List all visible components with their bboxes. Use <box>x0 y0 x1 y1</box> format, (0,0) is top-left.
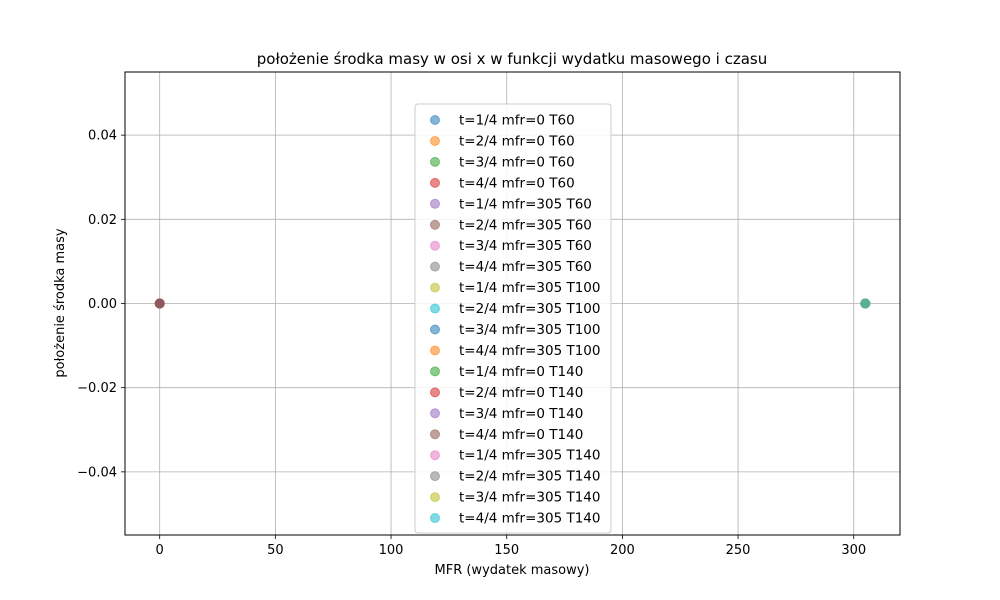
legend-marker <box>431 199 440 208</box>
legend-marker <box>431 304 440 313</box>
legend-marker <box>431 367 440 376</box>
legend-entry: t=3/4 mfr=305 T100 <box>459 322 600 338</box>
legend-entry: t=3/4 mfr=305 T60 <box>459 238 592 254</box>
legend-entry: t=1/4 mfr=0 T60 <box>459 113 575 129</box>
y-tick-label: 0.04 <box>88 129 117 144</box>
legend-entry: t=2/4 mfr=0 T60 <box>459 133 575 149</box>
legend-entry: t=3/4 mfr=0 T140 <box>459 406 583 422</box>
legend-marker <box>431 430 440 439</box>
legend-marker <box>431 262 440 271</box>
legend-entry: t=2/4 mfr=305 T60 <box>459 217 592 233</box>
legend-entry: t=4/4 mfr=305 T140 <box>459 511 600 527</box>
legend-entry: t=2/4 mfr=0 T140 <box>459 385 583 401</box>
scatter-point <box>861 299 870 308</box>
y-tick-label: −0.02 <box>77 381 117 396</box>
legend-marker <box>431 136 440 145</box>
scatter-point <box>155 299 164 308</box>
legend-marker <box>431 220 440 229</box>
legend-marker <box>431 514 440 523</box>
legend: t=1/4 mfr=0 T60 t=2/4 mfr=0 T60 t=3/4 mfr=… <box>415 104 611 533</box>
chart-title: położenie środka masy w osi x w funkcji … <box>257 50 767 68</box>
y-tick-label: 0.02 <box>88 213 117 228</box>
x-axis-title: MFR (wydatek masowy) <box>435 563 590 578</box>
legend-entry: t=1/4 mfr=305 T60 <box>459 196 592 212</box>
x-tick-label: 100 <box>379 543 404 558</box>
legend-entry: t=1/4 mfr=305 T100 <box>459 280 600 296</box>
legend-entry: t=4/4 mfr=0 T60 <box>459 175 575 191</box>
legend-marker <box>431 283 440 292</box>
legend-entry: t=4/4 mfr=0 T140 <box>459 427 583 443</box>
legend-marker <box>431 472 440 481</box>
legend-entry: t=4/4 mfr=305 T100 <box>459 343 600 359</box>
x-tick-label: 200 <box>610 543 635 558</box>
legend-entry: t=2/4 mfr=305 T100 <box>459 301 600 317</box>
legend-entry: t=4/4 mfr=305 T60 <box>459 259 592 275</box>
legend-marker <box>431 346 440 355</box>
x-tick-label: 250 <box>726 543 751 558</box>
x-tick-label: 50 <box>267 543 284 558</box>
legend-entry: t=3/4 mfr=305 T140 <box>459 490 600 506</box>
y-tick-label: −0.04 <box>77 465 117 480</box>
legend-marker <box>431 388 440 397</box>
legend-marker <box>431 241 440 250</box>
x-tick-label: 150 <box>494 543 519 558</box>
x-tick-label: 0 <box>156 543 164 558</box>
legend-entry: t=1/4 mfr=0 T140 <box>459 364 583 380</box>
y-axis-title: położenie środka masy <box>53 228 68 377</box>
legend-marker <box>431 325 440 334</box>
legend-marker <box>431 409 440 418</box>
y-tick-label: 0.00 <box>88 297 117 312</box>
legend-marker <box>431 493 440 502</box>
legend-entry: t=2/4 mfr=305 T140 <box>459 469 600 485</box>
legend-entry: t=3/4 mfr=0 T60 <box>459 154 575 170</box>
legend-marker <box>431 178 440 187</box>
legend-entry: t=1/4 mfr=305 T140 <box>459 448 600 464</box>
legend-marker <box>431 451 440 460</box>
legend-marker <box>431 116 440 125</box>
legend-marker <box>431 157 440 166</box>
x-tick-label: 300 <box>841 543 866 558</box>
